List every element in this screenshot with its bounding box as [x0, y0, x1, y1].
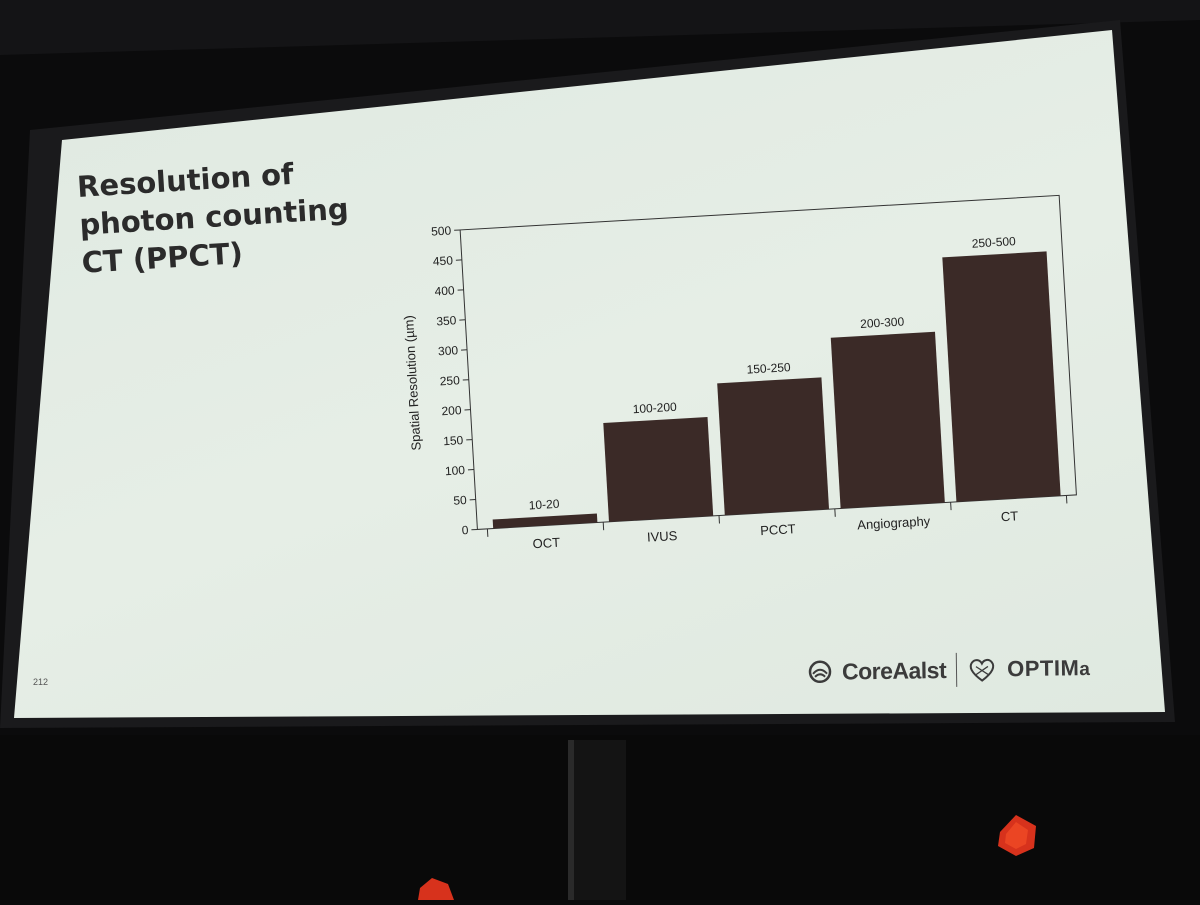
slide-title: Resolution of photon counting CT (PPCT) — [76, 150, 382, 282]
data-label-oct: 10-20 — [528, 497, 560, 513]
x-tick-label-angiography: Angiography — [857, 513, 931, 532]
bar-ivus — [603, 417, 713, 522]
y-tick-label: 500 — [431, 223, 452, 238]
y-tick-label: 300 — [438, 343, 459, 358]
slide-title-line-3: CT (PPCT) — [81, 236, 244, 280]
y-tick-label: 200 — [441, 403, 462, 418]
corealst-logo-icon — [808, 660, 832, 684]
heart-logo-icon — [967, 656, 997, 682]
y-axis-label: Spatial Resolution (µm) — [401, 315, 424, 451]
x-tick-label-ct: CT — [1000, 508, 1018, 524]
optima-logo-suffix: a — [1079, 659, 1090, 680]
footer-logos: CoreAalst OPTIMa — [808, 650, 1091, 690]
page-number: 212 — [33, 677, 48, 687]
data-label-angiography: 200-300 — [860, 315, 905, 332]
y-tick-label: 150 — [443, 433, 464, 448]
x-tick-label-pcct: PCCT — [760, 521, 796, 538]
logo-divider — [956, 653, 957, 687]
y-tick-label: 400 — [434, 283, 455, 298]
x-tick-label-oct: OCT — [532, 535, 560, 552]
optima-logo-prefix: OPTIM — [1007, 655, 1080, 681]
y-tick-label: 350 — [436, 313, 457, 328]
bar-chart-svg: 0 50 100 150 200 250 300 350 400 450 500 Spatial Re… — [367, 144, 1109, 585]
bar-angiography — [831, 332, 945, 509]
optima-logo-text: OPTIMa — [1007, 655, 1091, 682]
data-label-pcct: 150-250 — [746, 360, 791, 377]
bar-oct — [493, 514, 598, 529]
y-tick-label: 450 — [432, 253, 453, 268]
y-tick-label: 50 — [453, 493, 467, 508]
y-tick-label: 100 — [445, 463, 466, 478]
data-label-ct: 250-500 — [971, 234, 1016, 251]
bar-pcct — [717, 377, 829, 515]
corealst-logo-text: CoreAalst — [842, 657, 947, 685]
x-tick-label-ivus: IVUS — [647, 528, 678, 545]
y-tick-label: 0 — [461, 523, 469, 537]
bar-chart: 0 50 100 150 200 250 300 350 400 450 500 Spatial Re… — [367, 144, 1109, 585]
y-tick-label: 250 — [439, 373, 460, 388]
bar-ct — [942, 251, 1060, 501]
data-label-ivus: 100-200 — [632, 400, 677, 417]
